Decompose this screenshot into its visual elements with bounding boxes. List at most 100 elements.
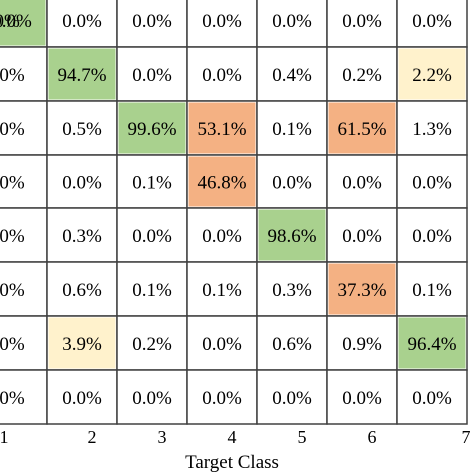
cell-value: 0%	[0, 173, 25, 194]
matrix-cell: 94.7%	[46, 46, 118, 102]
cell-value: 0.0%	[132, 11, 172, 32]
cell-value: 0.1%	[272, 119, 312, 140]
cell-value: 61.5%	[337, 119, 386, 140]
matrix-cell: 0.1%	[186, 261, 258, 317]
x-tick-label: 6	[368, 427, 377, 447]
cell-value: 0.2%	[132, 334, 172, 355]
cell-fill	[118, 102, 186, 154]
cell-fill	[398, 317, 466, 369]
matrix-cell: 0%	[0, 100, 48, 156]
cell-value: 0.3%	[272, 280, 312, 301]
matrix-cell: 0.0%	[0, 0, 48, 48]
matrix-cell: 53.1%	[186, 100, 258, 156]
cell-value: 0.3%	[62, 226, 102, 247]
matrix-cell: 46.8%	[186, 154, 258, 209]
matrix-cell: 0.0%	[326, 369, 398, 425]
matrix-cell: 0%	[0, 315, 48, 371]
cell-value: 0.9%	[342, 334, 382, 355]
cell-value: 96.4%	[407, 334, 456, 355]
cell-value: 0.0%	[412, 173, 452, 194]
matrix-cell: 0.0%	[186, 369, 258, 425]
cell-fill	[328, 263, 396, 315]
cell-value: 0.1%	[132, 173, 172, 194]
cell-value: 53.1%	[197, 119, 246, 140]
cell-value: 0.0%	[202, 65, 242, 86]
cell-value: 2.2%	[412, 65, 452, 86]
matrix-cell: 0.0%	[256, 369, 328, 425]
matrix-cell: 96.4%	[396, 315, 468, 371]
matrix-cell: 0.1%	[396, 261, 468, 317]
cell-value: 0.1%	[132, 280, 172, 301]
x-tick-label: 2	[88, 427, 97, 447]
cell-value: 94.7%	[57, 65, 106, 86]
cell-border	[396, 207, 468, 263]
matrix-cell: 0.0%	[256, 0, 328, 48]
matrix-cell: 0.9%	[326, 315, 398, 371]
matrix-cell: 1.3%	[396, 100, 468, 156]
cell-value: 0.6%	[62, 280, 102, 301]
cell-border	[46, 100, 118, 156]
matrix-cell: 99.6%	[116, 100, 188, 156]
x-axis-label: Target Class	[185, 452, 279, 473]
cell-value: 3.9%	[62, 334, 102, 355]
cell-value: 0.5%	[62, 119, 102, 140]
matrix-cell: 0.0%	[46, 154, 118, 209]
cell-border	[326, 0, 398, 48]
cell-value: 0.0%	[62, 11, 102, 32]
cell-value: 98.6%	[267, 226, 316, 247]
cell-border	[186, 369, 258, 425]
cell-border	[396, 100, 468, 156]
cell-value: 0.0%	[412, 226, 452, 247]
cell-border	[256, 369, 328, 425]
matrix-cell: 0.0%	[46, 0, 118, 48]
cell-fill	[258, 209, 326, 261]
cell-value: 0.0%	[342, 11, 382, 32]
matrix-cell: 0.2%	[326, 46, 398, 102]
matrix-cell: 0%	[0, 154, 48, 209]
cell-border	[326, 154, 398, 209]
matrix-cell: 0.0%	[186, 207, 258, 263]
matrix-cell: 0.6%	[256, 315, 328, 371]
cell-value: 0.0%	[202, 334, 242, 355]
cell-border	[396, 0, 468, 48]
cell-border	[46, 261, 118, 317]
matrix-cell: 0.2%	[116, 315, 188, 371]
cell-value: 0.0%	[132, 226, 172, 247]
cell-value: 0.1%	[202, 280, 242, 301]
cell-value: 0%	[0, 119, 25, 140]
cell-value: 0.0%	[202, 388, 242, 409]
cell-border	[0, 46, 48, 102]
cell-value: 0.0%	[342, 226, 382, 247]
matrix-cell: 0.0%	[186, 0, 258, 48]
cell-value: 0.0%	[342, 173, 382, 194]
matrix-cell: 0.0%	[396, 369, 468, 425]
cell-value: 0.0%	[0, 11, 32, 32]
cell-fill	[48, 317, 116, 369]
matrix-cell: 0%	[0, 369, 48, 425]
matrix-cell: 0.0%	[186, 315, 258, 371]
matrix-cell: 0.0%	[326, 207, 398, 263]
matrix-cell: 0.0%	[326, 0, 398, 48]
matrix-cell: 0.1%	[256, 100, 328, 156]
cell-value: 99.6%	[127, 119, 176, 140]
cell-border	[256, 261, 328, 317]
cell-value: 37.3%	[337, 280, 386, 301]
matrix-cell: 37.3%	[326, 261, 398, 317]
cell-border	[116, 0, 188, 48]
x-tick-label: 3	[158, 427, 167, 447]
matrix-cell: 2.2%	[396, 46, 468, 102]
cell-border	[116, 369, 188, 425]
cell-border	[116, 207, 188, 263]
cell-value: 0.0%	[272, 388, 312, 409]
matrix-cell: 0.0%	[116, 207, 188, 263]
cell-value: 0%	[0, 226, 25, 247]
matrix-cell: 0.0%	[116, 0, 188, 48]
matrix-cell: 0.3%	[46, 207, 118, 263]
cell-value: 0.1%	[412, 280, 452, 301]
cell-value: 0.0%	[272, 173, 312, 194]
matrix-cell: 0.1%	[116, 154, 188, 209]
cell-value: 0.0%	[202, 11, 242, 32]
matrix-cell: 0.0%	[396, 154, 468, 209]
matrix-cell: 61.5%	[326, 100, 398, 156]
